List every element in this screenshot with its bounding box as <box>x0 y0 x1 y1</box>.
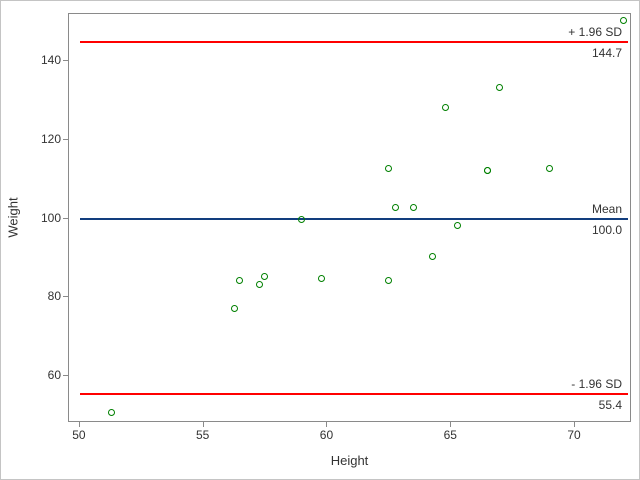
data-point <box>107 409 115 417</box>
data-point <box>545 164 553 172</box>
y-tick-label: 120 <box>40 131 61 146</box>
x-tick-label: 65 <box>443 428 457 442</box>
data-point <box>256 280 264 288</box>
y-tick-mark <box>63 217 68 219</box>
data-point <box>409 204 417 212</box>
data-point <box>384 164 392 172</box>
reference-line <box>79 217 628 220</box>
reference-line-value: 100.0 <box>591 222 622 237</box>
y-tick-label: 80 <box>47 289 61 304</box>
x-axis-title: Height <box>330 453 369 468</box>
data-point <box>261 273 269 281</box>
reference-line-label: - 1.96 SD <box>571 377 622 392</box>
data-point <box>429 253 437 261</box>
reference-line-value: 55.4 <box>598 398 622 413</box>
x-tick-mark <box>574 422 576 427</box>
x-tick-label: 70 <box>567 428 581 442</box>
x-tick-mark <box>450 422 452 427</box>
data-point <box>392 204 400 212</box>
data-point <box>231 304 239 312</box>
reference-line <box>79 41 628 44</box>
data-point <box>454 221 462 229</box>
data-point <box>384 277 392 285</box>
y-tick-label: 140 <box>40 52 61 67</box>
x-tick-label: 60 <box>319 428 334 442</box>
x-tick-label: 55 <box>195 428 210 442</box>
reference-line-label: Mean <box>591 201 622 216</box>
data-point <box>483 166 491 174</box>
x-tick-mark <box>78 422 80 427</box>
y-tick-label: 100 <box>40 210 61 225</box>
data-point <box>441 103 449 111</box>
reference-line <box>79 393 628 396</box>
plot-area: + 1.96 SD 144.7 Mean 100.0 - 1.96 SD 55.4 <box>68 13 631 422</box>
y-tick-mark <box>63 59 68 61</box>
y-tick-label: 60 <box>47 368 61 383</box>
data-point <box>298 215 306 223</box>
reference-line-value: 144.7 <box>591 46 622 61</box>
y-tick-mark <box>63 375 68 377</box>
data-point <box>236 277 244 285</box>
reference-line-label: + 1.96 SD <box>568 25 622 40</box>
data-point <box>620 16 628 24</box>
x-tick-label: 50 <box>72 428 86 442</box>
y-tick-mark <box>63 296 68 298</box>
x-tick-mark <box>326 422 328 427</box>
data-point <box>318 275 326 283</box>
x-tick-mark <box>202 422 204 427</box>
y-tick-mark <box>63 138 68 140</box>
data-point <box>496 83 504 91</box>
